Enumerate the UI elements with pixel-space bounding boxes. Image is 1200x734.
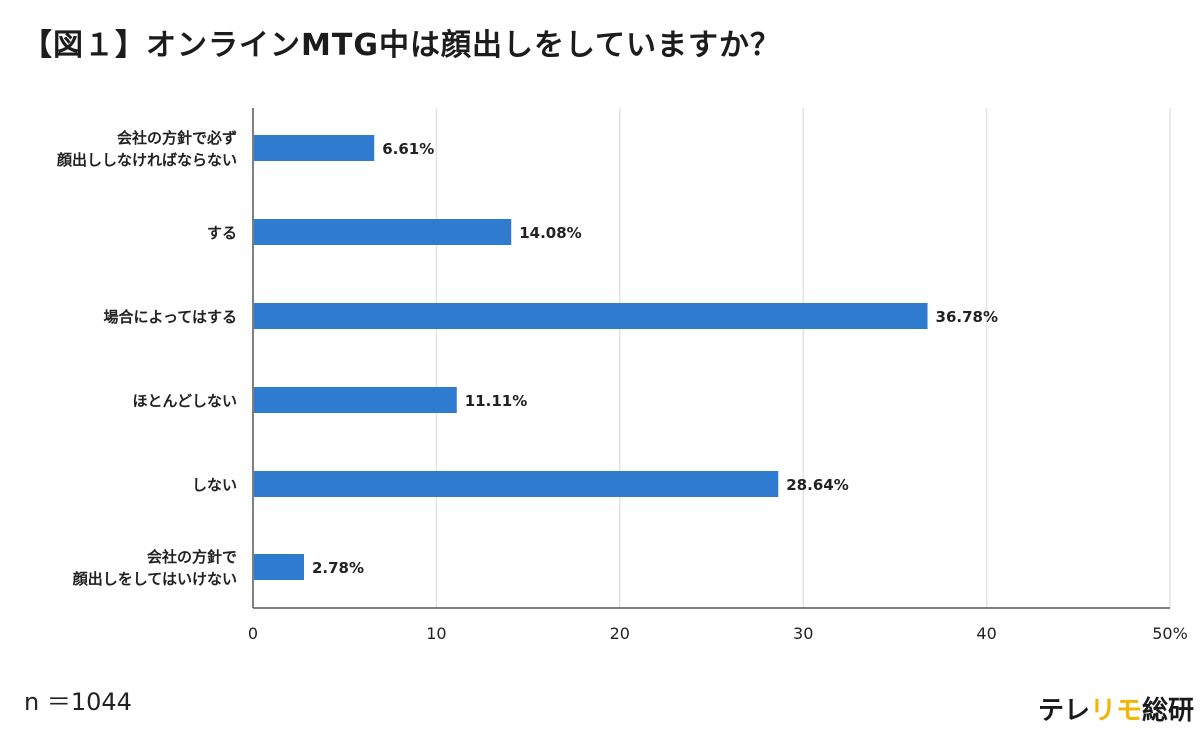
sample-size: n ＝1044 — [24, 688, 132, 716]
category-label: 場合によってはする — [103, 308, 237, 326]
category-label: 会社の方針で必ず — [117, 129, 237, 147]
bar — [254, 471, 779, 497]
bar — [254, 387, 457, 413]
category-label: 顔出しをしてはいけない — [72, 570, 237, 588]
bar — [254, 554, 304, 580]
category-label: 顔出ししなければならない — [56, 151, 237, 169]
grid-lines — [435, 108, 1171, 608]
data-label: 36.78% — [936, 308, 998, 326]
data-label: 14.08% — [519, 224, 581, 242]
x-tick-label: 30 — [793, 624, 813, 643]
chart-title: 【図１】オンラインMTG中は顔出しをしていますか？ — [22, 28, 782, 63]
bar — [254, 303, 928, 329]
brand-logo: テレリモ総研 — [1038, 690, 1194, 727]
bar — [254, 219, 512, 245]
x-tick-label: 40 — [976, 624, 996, 643]
data-label: 28.64% — [786, 476, 848, 494]
category-label: しない — [192, 476, 237, 494]
category-label: ほとんどしない — [132, 392, 237, 410]
category-label: 会社の方針で — [147, 548, 237, 566]
x-tick-label: 0 — [248, 624, 258, 643]
category-label: する — [207, 224, 237, 242]
data-label: 6.61% — [382, 140, 434, 158]
bars — [254, 135, 928, 580]
x-tick-label: 50% — [1152, 624, 1188, 643]
axes — [252, 108, 1170, 609]
data-label: 2.78% — [312, 559, 364, 577]
brand-part-2: リモ — [1089, 696, 1142, 726]
brand-part-3: 総研 — [1141, 696, 1194, 726]
x-tick-label: 20 — [610, 624, 630, 643]
brand-part-1: テレ — [1037, 696, 1090, 726]
x-tick-label: 10 — [426, 624, 446, 643]
data-label: 11.11% — [465, 392, 527, 410]
bar — [254, 135, 375, 161]
